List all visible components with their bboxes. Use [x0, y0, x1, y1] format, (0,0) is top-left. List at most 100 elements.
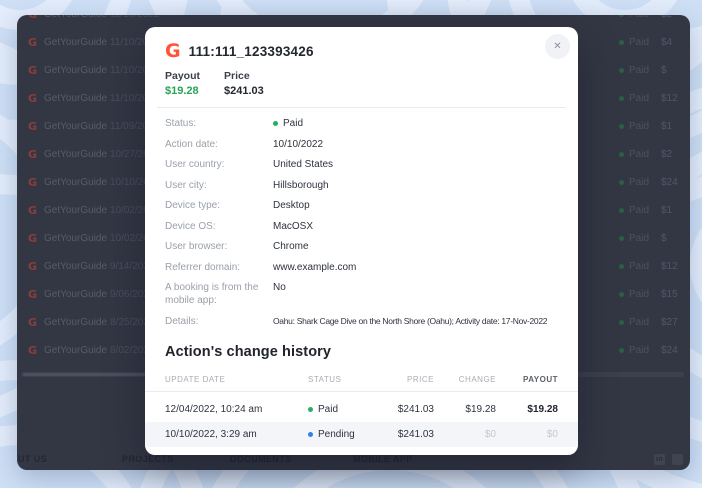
- status-dot-icon: [308, 406, 313, 412]
- row-amount: $: [661, 232, 667, 244]
- detail-label: Action date:: [165, 138, 218, 150]
- history-row: 10/10/2022, 3:29 am Pending $241.03 $0 $0: [145, 421, 578, 447]
- getyourguide-logo-icon: G: [28, 203, 38, 217]
- row-amount: $2: [661, 15, 679, 20]
- row-amount: $1: [661, 204, 673, 216]
- merchant-name: GetYourGuide: [44, 36, 108, 48]
- getyourguide-logo-icon: G: [28, 259, 38, 273]
- row-date: 10/02/20: [110, 232, 149, 244]
- status-dot-icon: [619, 319, 624, 325]
- row-date: 9/06/202: [110, 288, 149, 300]
- status-dot-icon: [619, 207, 624, 213]
- detail-label: Device type:: [165, 200, 221, 211]
- table-row: G GetYourGuide 9/14/202 Paid $12: [17, 252, 690, 280]
- detail-value: No: [273, 282, 286, 293]
- status-badge: Paid: [619, 233, 657, 244]
- detail-row: Details: Oahu: Shark Cage Dive on the Nor…: [165, 315, 558, 329]
- getyourguide-logo-icon: G: [28, 91, 38, 105]
- table-row: G GetYourGuide 11/10/20 Paid $: [17, 56, 690, 84]
- row-date: 8/25/202: [110, 316, 149, 328]
- row-date: 11/10/2022: [110, 15, 168, 20]
- table-row: G GetYourGuide 10/02/20 Paid $1: [17, 196, 690, 224]
- history-payout: $0: [546, 428, 558, 440]
- payout-label: Payout: [165, 70, 201, 82]
- detail-label: User country:: [165, 159, 225, 170]
- detail-label: Referrer domain:: [165, 261, 241, 273]
- detail-value: www.example.com: [273, 261, 357, 273]
- status-badge: Paid: [619, 317, 657, 328]
- row-amount: $1: [661, 120, 673, 132]
- history-update-date: 12/04/2022, 10:24 am: [165, 403, 263, 415]
- details-list: Status: Paid Action date: 10/10/2022 User co…: [145, 108, 578, 328]
- merchant-name: GetYourGuide: [44, 316, 108, 328]
- row-date: 11/10/20: [110, 92, 149, 104]
- row-date: 11/10/20: [110, 64, 149, 76]
- history-section-title: Action's change history: [165, 343, 332, 360]
- status-badge: Paid: [619, 15, 657, 20]
- status-dot-icon: [619, 39, 624, 45]
- detail-row: Status: Paid: [165, 117, 558, 130]
- status-dot-icon: [619, 291, 624, 297]
- status-dot-icon: [308, 431, 313, 437]
- getyourguide-logo-icon: G: [28, 63, 38, 77]
- status-dot-icon: [619, 151, 624, 157]
- detail-value: Hillsborough: [273, 179, 329, 191]
- price-summary: Price $241.03: [224, 70, 264, 97]
- table-row: G GetYourGuide 8/02/202 Paid $24: [17, 336, 690, 364]
- column-header-price: PRICE: [407, 374, 434, 384]
- column-header-change: CHANGE: [458, 374, 496, 384]
- getyourguide-logo-icon: G: [28, 35, 38, 49]
- history-payout: $19.28: [527, 403, 558, 415]
- column-header-payout: PAYOUT: [522, 374, 558, 384]
- detail-value: United States: [273, 159, 334, 170]
- transaction-id-title: 111:111_123393426: [188, 44, 314, 59]
- table-row: G GetYourGuide 9/06/202 Paid $15: [17, 280, 690, 308]
- detail-label: User city:: [165, 179, 207, 191]
- row-date: 11/10/20: [110, 36, 149, 48]
- summary-block: Payout $19.28 Price $241.03: [145, 61, 578, 97]
- status-dot-icon: [273, 121, 278, 126]
- merchant-name: GetYourGuide: [44, 176, 108, 188]
- detail-value: Desktop: [273, 200, 310, 211]
- detail-row: Action date: 10/10/2022: [165, 138, 558, 151]
- row-amount: $12: [661, 92, 678, 104]
- history-price: $241.03: [397, 428, 434, 440]
- history-change: $19.28: [465, 403, 496, 415]
- status-badge: Paid: [619, 121, 657, 132]
- status-dot-icon: [619, 95, 624, 101]
- getyourguide-logo-icon: G: [28, 287, 38, 301]
- detail-label: Details:: [165, 315, 199, 327]
- table-row: G GetYourGuide 11/09/20 Paid $1: [17, 112, 690, 140]
- getyourguide-logo-icon: G: [28, 231, 38, 245]
- getyourguide-logo-icon: G: [28, 15, 41, 21]
- detail-row: Device OS: MacOSX: [165, 220, 558, 233]
- row-date: 10/27/20: [110, 148, 149, 160]
- status-badge: Paid: [619, 289, 657, 300]
- table-row: G GetYourGuide 11/10/20 Paid $12: [17, 84, 690, 112]
- merchant-name: GetYourGuide: [44, 204, 108, 216]
- divider: [157, 107, 566, 108]
- detail-value: Paid: [273, 117, 558, 130]
- status-dot-icon: [619, 67, 624, 73]
- status-dot-icon: [619, 263, 624, 269]
- merchant-name: GetYourGuide: [44, 120, 108, 132]
- merchant-name: GetYourGuide: [44, 344, 108, 356]
- detail-value: Oahu: Shark Cage Dive on the North Shore…: [273, 315, 548, 326]
- history-status: Paid: [308, 404, 368, 415]
- table-row: G GetYourGuide 10/02/20 Paid $: [17, 224, 690, 252]
- footer-link: UT US: [18, 454, 47, 464]
- status-badge: Paid: [619, 149, 657, 160]
- merchant-name: GetYourGuide: [44, 232, 108, 244]
- detail-row: A booking is from the mobile app: No: [165, 281, 558, 307]
- divider: [145, 390, 578, 392]
- close-icon[interactable]: ✕: [545, 34, 570, 59]
- row-amount: $27: [661, 316, 678, 328]
- table-row: G GetYourGuide 10/27/20 Paid $2: [17, 140, 690, 168]
- modal-header: G 111:111_123393426: [145, 27, 578, 61]
- payout-summary: Payout $19.28: [165, 70, 200, 97]
- status-badge: Paid: [619, 93, 657, 104]
- background-table: GGetYourGuide11/10/2022Paid$2GGetYourGui…: [17, 15, 690, 364]
- getyourguide-logo-icon: G: [28, 315, 38, 329]
- status-badge: Paid: [619, 37, 657, 48]
- history-update-date: 10/10/2022, 3:29 am: [165, 428, 257, 440]
